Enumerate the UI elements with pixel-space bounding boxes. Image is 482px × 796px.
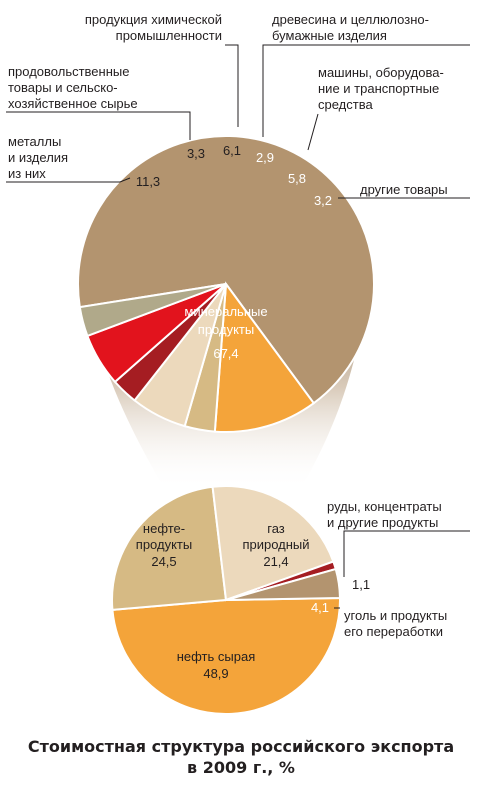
chart-title-line1: Стоимостная структура российского экспор… bbox=[27, 737, 455, 756]
chart-title: Стоимостная структура российского экспор… bbox=[0, 736, 482, 778]
value-oilprod: 24,5 bbox=[151, 554, 176, 569]
slice-mineral bbox=[77, 135, 375, 405]
value-metals: 11,3 bbox=[136, 174, 160, 189]
label-machines-l1: машины, оборудова- bbox=[318, 65, 444, 80]
pie-bottom bbox=[111, 485, 342, 715]
slice-coal bbox=[225, 567, 342, 601]
slice-crude bbox=[111, 596, 341, 715]
value-coal: 4,1 bbox=[311, 600, 329, 615]
label-ores-l2: и другие продукты bbox=[327, 515, 438, 530]
label-gas-l2: природный bbox=[242, 537, 309, 552]
chart-title-line2: в 2009 г., % bbox=[187, 758, 295, 777]
value-ores: 1,1 bbox=[352, 577, 370, 592]
label-food-l3: хозяйственное сырье bbox=[8, 96, 138, 111]
leader-food bbox=[6, 111, 191, 140]
label-chemicals-l2: промышленности bbox=[116, 28, 222, 43]
value-crude: 48,9 bbox=[203, 666, 228, 681]
label-chemicals-l1: продукция химической bbox=[85, 12, 222, 27]
value-other: 3,2 bbox=[314, 193, 332, 208]
label-other: другие товары bbox=[360, 182, 448, 197]
value-gas: 21,4 bbox=[263, 554, 288, 569]
pie-top bbox=[77, 135, 375, 433]
label-machines-l2: ние и транспортные bbox=[318, 81, 439, 96]
label-metals-l1: металлы bbox=[8, 134, 61, 149]
value-machines: 5,8 bbox=[288, 171, 306, 186]
leader-metals bbox=[6, 177, 131, 183]
leader-lines bbox=[6, 44, 470, 609]
label-gas-l1: газ bbox=[267, 521, 285, 536]
leader-machines bbox=[307, 113, 319, 151]
slice-other bbox=[78, 283, 227, 338]
label-oilprod-l2: продукты bbox=[136, 537, 192, 552]
label-metals-l2: и изделия bbox=[8, 150, 68, 165]
value-mineral: 67,4 bbox=[213, 346, 238, 361]
label-mineral-l2: продукты bbox=[198, 322, 254, 337]
leader-wood bbox=[262, 44, 470, 137]
label-mineral-l1: минеральные bbox=[184, 304, 267, 319]
slice-oilprod bbox=[111, 485, 228, 611]
value-chemicals: 6,1 bbox=[223, 143, 241, 158]
label-coal-l2: его переработки bbox=[344, 624, 443, 639]
label-food-l2: товары и сельско- bbox=[8, 80, 118, 95]
leader-ores bbox=[343, 530, 470, 577]
label-coal-l1: уголь и продукты bbox=[344, 608, 447, 623]
label-oilprod-l1: нефте- bbox=[143, 521, 185, 536]
label-crude: нефть сырая bbox=[177, 649, 256, 664]
label-wood-l2: бумажные изделия bbox=[272, 28, 387, 43]
label-metals-l3: из них bbox=[8, 166, 46, 181]
label-wood-l1: древесина и целлюлозно- bbox=[272, 12, 429, 27]
label-machines-l3: средства bbox=[318, 97, 373, 112]
slice-metals bbox=[213, 281, 316, 433]
leader-chemicals bbox=[225, 44, 239, 127]
label-food-l1: продовольственные bbox=[8, 64, 129, 79]
value-food: 3,3 bbox=[187, 146, 205, 161]
value-wood: 2,9 bbox=[256, 150, 274, 165]
label-ores-l1: руды, концентраты bbox=[327, 499, 442, 514]
